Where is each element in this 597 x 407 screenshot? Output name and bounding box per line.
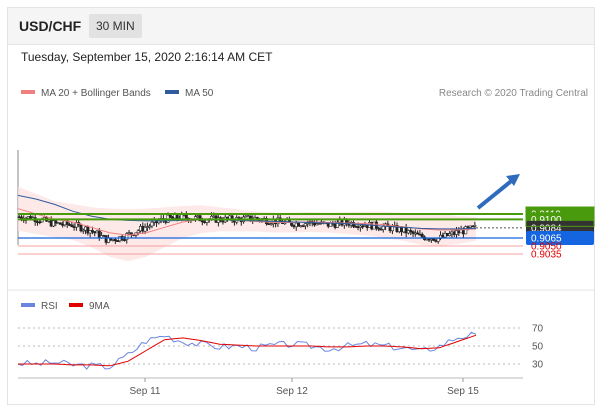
- candle-body: [122, 239, 126, 241]
- candle-body: [90, 230, 94, 232]
- last-price-label: 0.9084: [531, 223, 562, 234]
- candle-body: [168, 214, 172, 218]
- candle-body: [269, 223, 273, 225]
- candle-body: [81, 229, 85, 232]
- candle-body: [148, 225, 152, 228]
- candle-body: [432, 238, 436, 241]
- legend-ma9-label: 9MA: [89, 301, 110, 312]
- legend-ma20-label: MA 20 + Bollinger Bands: [41, 88, 151, 99]
- candle-body: [54, 220, 58, 224]
- candle-body: [409, 230, 413, 232]
- candle-body: [416, 232, 420, 235]
- candle-body: [38, 221, 42, 224]
- ma9-swatch: [69, 303, 83, 308]
- candle-body: [125, 233, 129, 240]
- legend-ma20: MA 20 + Bollinger Bands: [21, 88, 151, 99]
- candle-body: [116, 240, 120, 242]
- x-tick-label-1: Sep 12: [276, 386, 308, 397]
- candle-body: [377, 227, 381, 230]
- candle-body: [473, 224, 477, 227]
- legend-rsi: RSI: [21, 301, 58, 312]
- candle-body: [86, 226, 90, 234]
- candle-body: [303, 223, 307, 227]
- x-tick-label-0: Sep 11: [130, 386, 161, 397]
- chart-header: USD/CHF 30 MIN: [8, 8, 594, 45]
- x-tick-label-2: Sep 15: [447, 386, 479, 397]
- legend-ma9: 9MA: [69, 301, 110, 312]
- candle-body: [306, 222, 310, 225]
- legend-rsi-label: RSI: [41, 301, 58, 312]
- resistance-box: [525, 206, 595, 227]
- bollinger-band: [18, 186, 476, 262]
- rsi-swatch: [21, 303, 35, 308]
- rsi-tick-70: 70: [532, 324, 544, 335]
- candle-body: [51, 220, 55, 227]
- candle-body: [464, 226, 468, 235]
- candle-body: [184, 214, 188, 219]
- candle-body: [198, 215, 202, 222]
- chart-frame: USD/CHF 30 MIN Tuesday, September 15, 20…: [7, 7, 595, 405]
- candle-body: [301, 225, 305, 228]
- candle-body: [70, 224, 74, 227]
- ma50-swatch: [165, 90, 179, 95]
- candle-body: [143, 227, 147, 232]
- timeframe-badge[interactable]: 30 MIN: [89, 14, 142, 38]
- candle-body: [58, 222, 62, 225]
- ma50-line: [17, 194, 477, 230]
- resistance-label-09100: 0.9100: [531, 215, 562, 226]
- target-label-09035: 0.9035: [531, 249, 562, 260]
- ma20-swatch: [21, 90, 35, 95]
- rsi-tick-30: 30: [532, 360, 544, 371]
- candle-body: [335, 221, 339, 228]
- chart-date: Tuesday, September 15, 2020 2:16:14 AM C…: [21, 50, 273, 64]
- candle-body: [381, 226, 385, 230]
- rsi-line: [17, 331, 477, 370]
- forecast-arrow-shaft: [476, 176, 517, 210]
- legend-ma50: MA 50: [165, 88, 213, 99]
- support-label-bg-09065: [526, 231, 594, 245]
- support-label-09065: 0.9065: [531, 234, 562, 245]
- target-label-09050: 0.9050: [531, 241, 562, 252]
- legend-ma50-label: MA 50: [185, 88, 214, 99]
- candle-body: [175, 214, 179, 219]
- candle-body: [150, 221, 154, 227]
- rsi-tick-50: 50: [532, 342, 544, 353]
- credit-text: Research © 2020 Trading Central: [438, 88, 588, 99]
- candle-body: [297, 222, 301, 227]
- forecast-arrow-head: [506, 174, 520, 186]
- candle-body: [411, 231, 415, 234]
- candle-body: [448, 233, 452, 237]
- candle-body: [136, 230, 140, 234]
- candle-body: [420, 233, 424, 238]
- candle-body: [205, 219, 209, 223]
- ma9-line: [18, 334, 477, 367]
- candle-body: [113, 239, 117, 241]
- currency-pair-title: USD/CHF: [19, 18, 82, 34]
- candle-body: [317, 223, 321, 225]
- candle-body: [436, 238, 440, 242]
